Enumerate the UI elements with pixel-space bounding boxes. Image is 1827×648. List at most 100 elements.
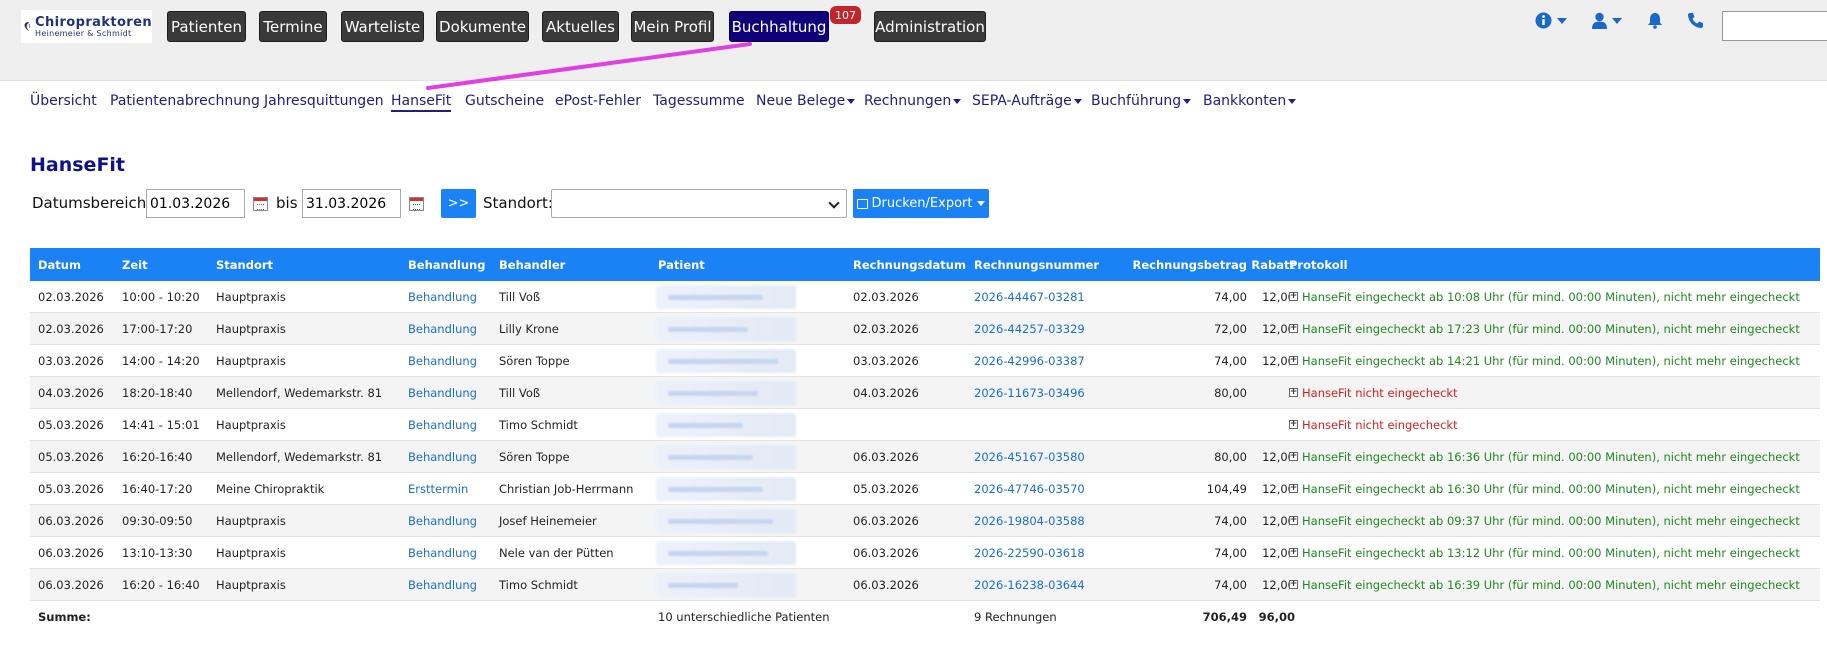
subnav-patientenabrechnung[interactable]: Patientenabrechnung (110, 93, 260, 109)
subnav-gutscheine[interactable]: Gutscheine (465, 93, 545, 109)
subnav-tagessumme[interactable]: Tagessumme (653, 93, 745, 109)
cell-datum: 06.03.2026 (38, 545, 104, 560)
nav-administration[interactable]: Administration (874, 11, 986, 42)
cell-standort: Hauptpraxis (216, 577, 286, 592)
patient-name-redacted[interactable] (656, 477, 796, 501)
col-protokoll[interactable]: Protokoll (1289, 257, 1348, 272)
practice-logo[interactable]: Chiropraktoren Heinemeier & Schmidt (21, 10, 152, 43)
expand-icon[interactable]: + (1289, 291, 1298, 301)
expand-icon[interactable]: + (1289, 483, 1298, 493)
col-rechnungsdatum[interactable]: Rechnungsdatum (853, 257, 966, 272)
nav-aktuelles[interactable]: Aktuelles (542, 11, 619, 42)
chevron-down-icon (828, 197, 840, 209)
cell-behandlung[interactable]: Behandlung (408, 385, 477, 400)
subnav-buchfuehrung[interactable]: Buchführung (1091, 93, 1192, 109)
cell-behandlung[interactable]: Behandlung (408, 545, 477, 560)
col-zeit[interactable]: Zeit (122, 257, 148, 272)
patient-name-redacted[interactable] (656, 509, 796, 533)
cell-rechnungsnummer[interactable]: 2026-47746-03570 (974, 481, 1085, 496)
nav-dokumente[interactable]: Dokumente (436, 11, 529, 42)
cell-behandlung[interactable]: Behandlung (408, 321, 477, 336)
table-body: 02.03.2026 10:00 - 10:20 Hauptpraxis Behand… (30, 281, 1820, 601)
cell-behandlung[interactable]: Behandlung (408, 577, 477, 592)
expand-icon[interactable]: + (1289, 515, 1298, 525)
subnav-sepa[interactable]: SEPA-Aufträge (972, 93, 1082, 109)
subnav-epost-fehler[interactable]: ePost-Fehler (555, 93, 641, 109)
patient-name-redacted[interactable] (656, 381, 796, 405)
subnav-neue-belege[interactable]: Neue Belege (756, 93, 856, 109)
col-rechnungsbetrag[interactable]: Rechnungsbetrag (1132, 257, 1248, 272)
cell-rechnungsnummer[interactable]: 2026-45167-03580 (974, 449, 1085, 464)
patient-name-redacted[interactable] (656, 413, 796, 437)
cell-zeit: 16:20-16:40 (122, 449, 193, 464)
col-datum[interactable]: Datum (38, 257, 81, 272)
cell-behandler: Nele van der Pütten (499, 545, 614, 560)
print-export-label: Drucken/Export (871, 196, 973, 211)
cell-behandlung[interactable]: Behandlung (408, 353, 477, 368)
table-row: 05.03.2026 16:20-16:40 Mellendorf, Wedemar… (30, 441, 1820, 473)
global-search-input[interactable] (1722, 11, 1827, 41)
cell-rechnungsnummer[interactable]: 2026-44257-03329 (974, 321, 1085, 336)
cell-behandlung[interactable]: Behandlung (408, 289, 477, 304)
subnav-rechnungen[interactable]: Rechnungen (864, 93, 962, 109)
cell-rechnungsnummer[interactable]: 2026-11673-03496 (974, 385, 1085, 400)
cell-rechnungsnummer[interactable]: 2026-22590-03618 (974, 545, 1085, 560)
calendar-icon[interactable] (253, 197, 268, 211)
cell-behandler: Josef Heinemeier (499, 513, 597, 528)
col-rabatt[interactable]: Rabatt (1251, 257, 1295, 272)
patient-name-redacted[interactable] (656, 541, 796, 565)
cell-rechnungsnummer[interactable]: 2026-19804-03588 (974, 513, 1085, 528)
cell-datum: 03.03.2026 (38, 353, 104, 368)
patient-name-redacted[interactable] (656, 317, 796, 341)
cell-datum: 05.03.2026 (38, 481, 104, 496)
nav-termine[interactable]: Termine (259, 11, 327, 42)
subnav-hansefit[interactable]: HanseFit (391, 93, 452, 112)
phone-button[interactable] (1688, 12, 1703, 28)
notifications-button[interactable] (1647, 12, 1663, 29)
cell-rechnungsbetrag: 80,00 (1214, 385, 1247, 400)
subnav-uebersicht[interactable]: Übersicht (30, 93, 97, 109)
col-behandlung[interactable]: Behandlung (408, 257, 486, 272)
calendar-icon[interactable] (409, 197, 424, 211)
cell-rechnungsnummer[interactable]: 2026-44467-03281 (974, 289, 1085, 304)
patient-name-redacted[interactable] (656, 573, 796, 597)
date-to-input[interactable] (302, 189, 401, 218)
nav-patienten[interactable]: Patienten (167, 11, 246, 42)
expand-icon[interactable]: + (1289, 547, 1298, 557)
expand-icon[interactable]: + (1289, 419, 1298, 429)
expand-icon[interactable]: + (1289, 579, 1298, 589)
date-from-input[interactable] (146, 189, 245, 218)
print-export-button[interactable]: Drucken/Export (853, 189, 989, 218)
user-menu[interactable] (1592, 12, 1622, 29)
patient-name-redacted[interactable] (656, 349, 796, 373)
cell-behandlung[interactable]: Behandlung (408, 513, 477, 528)
cell-rechnungsnummer[interactable]: 2026-42996-03387 (974, 353, 1085, 368)
apply-filter-button[interactable]: >> (441, 189, 476, 218)
subnav-jahresquittungen[interactable]: Jahresquittungen (264, 93, 384, 109)
col-rechnungsnummer[interactable]: Rechnungsnummer (974, 257, 1100, 272)
cell-rechnungsnummer[interactable]: 2026-16238-03644 (974, 577, 1085, 592)
subnav-bankkonten[interactable]: Bankkonten (1203, 93, 1297, 109)
nav-mein-profil[interactable]: Mein Profil (631, 11, 714, 42)
expand-icon[interactable]: + (1289, 323, 1298, 333)
info-menu[interactable] (1535, 12, 1567, 29)
cell-protokoll: + HanseFit nicht eingecheckt (1289, 409, 1458, 440)
expand-icon[interactable]: + (1289, 355, 1298, 365)
cell-behandlung[interactable]: Ersttermin (408, 481, 469, 496)
protokoll-text: HanseFit eingecheckt ab 16:39 Uhr (für m… (1302, 577, 1800, 592)
standort-select[interactable] (551, 189, 847, 218)
cell-behandlung[interactable]: Behandlung (408, 417, 477, 432)
expand-icon[interactable]: + (1289, 451, 1298, 461)
cell-behandlung[interactable]: Behandlung (408, 449, 477, 464)
col-behandler[interactable]: Behandler (499, 257, 566, 272)
expand-icon[interactable]: + (1289, 387, 1298, 397)
cell-standort: Hauptpraxis (216, 513, 286, 528)
col-standort[interactable]: Standort (216, 257, 274, 272)
nav-warteliste[interactable]: Warteliste (341, 11, 424, 42)
col-patient[interactable]: Patient (658, 257, 705, 272)
cell-rechnungsdatum: 02.03.2026 (853, 289, 919, 304)
nav-buchhaltung[interactable]: Buchhaltung (729, 11, 829, 42)
protokoll-text: HanseFit eingecheckt ab 16:30 Uhr (für m… (1302, 481, 1800, 496)
patient-name-redacted[interactable] (656, 285, 796, 309)
patient-name-redacted[interactable] (656, 445, 796, 469)
